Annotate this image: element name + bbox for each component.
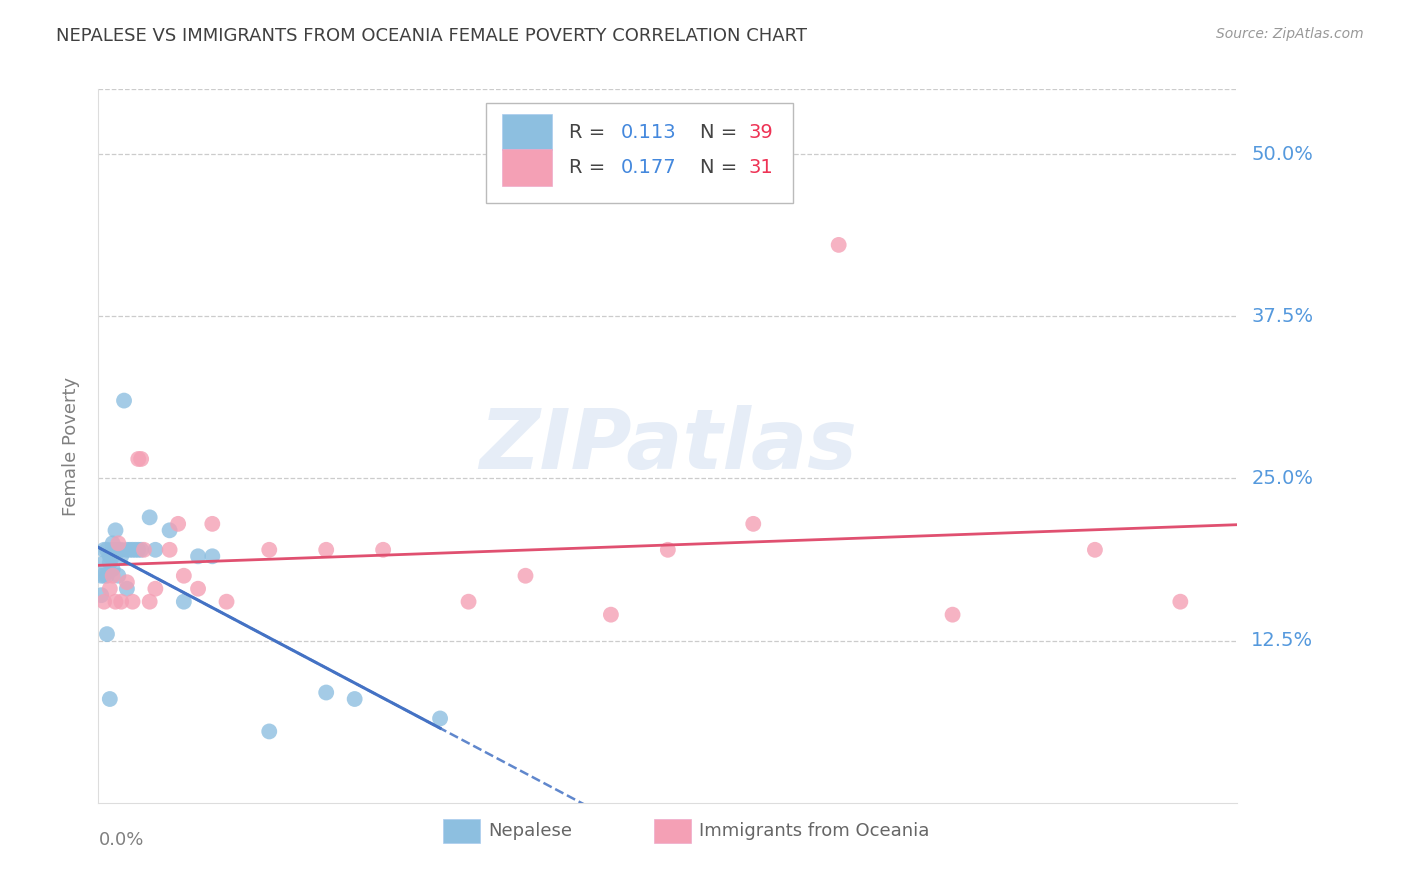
Point <box>104 595 127 609</box>
Point <box>187 582 209 596</box>
Text: 0.177: 0.177 <box>621 158 676 178</box>
Text: 39: 39 <box>749 122 773 142</box>
Point <box>104 524 127 538</box>
Point <box>107 542 129 557</box>
Text: 25.0%: 25.0% <box>1251 469 1313 488</box>
Point <box>96 627 118 641</box>
Text: 12.5%: 12.5% <box>1251 632 1313 650</box>
Point <box>115 575 138 590</box>
Text: 37.5%: 37.5% <box>1251 307 1313 326</box>
Point <box>942 607 965 622</box>
Point <box>159 542 181 557</box>
FancyBboxPatch shape <box>485 103 793 203</box>
Point <box>159 524 181 538</box>
Point <box>259 542 281 557</box>
Text: Source: ZipAtlas.com: Source: ZipAtlas.com <box>1216 27 1364 41</box>
Text: R =: R = <box>569 158 612 178</box>
Point <box>101 562 124 576</box>
Point <box>173 568 195 582</box>
FancyBboxPatch shape <box>654 819 690 844</box>
Point <box>107 536 129 550</box>
Point <box>457 595 479 609</box>
Point <box>343 692 366 706</box>
Point <box>98 556 121 570</box>
FancyBboxPatch shape <box>443 819 479 844</box>
Text: 31: 31 <box>749 158 773 178</box>
Point <box>129 452 152 467</box>
Point <box>110 595 132 609</box>
Point <box>173 595 195 609</box>
Point <box>600 607 623 622</box>
Point <box>138 595 160 609</box>
Point <box>828 238 851 252</box>
Point <box>121 595 143 609</box>
Text: Nepalese: Nepalese <box>488 822 572 840</box>
Text: Immigrants from Oceania: Immigrants from Oceania <box>699 822 929 840</box>
Point <box>127 452 149 467</box>
Point <box>657 542 679 557</box>
Point <box>215 595 238 609</box>
Point <box>90 568 112 582</box>
Point <box>124 542 146 557</box>
Point <box>101 542 124 557</box>
Point <box>145 582 167 596</box>
FancyBboxPatch shape <box>502 114 551 150</box>
Point <box>110 542 132 557</box>
Point <box>515 568 537 582</box>
Point <box>167 516 190 531</box>
Point <box>1084 542 1107 557</box>
Text: NEPALESE VS IMMIGRANTS FROM OCEANIA FEMALE POVERTY CORRELATION CHART: NEPALESE VS IMMIGRANTS FROM OCEANIA FEMA… <box>56 27 807 45</box>
Y-axis label: Female Poverty: Female Poverty <box>62 376 80 516</box>
Point <box>90 588 112 602</box>
Point <box>93 595 115 609</box>
Text: N =: N = <box>700 158 744 178</box>
Point <box>107 568 129 582</box>
Text: 0.113: 0.113 <box>621 122 676 142</box>
Text: ZIPatlas: ZIPatlas <box>479 406 856 486</box>
Point <box>98 582 121 596</box>
Point <box>187 549 209 564</box>
Point <box>96 542 118 557</box>
Text: 0.0%: 0.0% <box>98 831 143 849</box>
Point <box>93 568 115 582</box>
Point <box>315 685 337 699</box>
Point <box>96 568 118 582</box>
Point <box>138 510 160 524</box>
Point <box>110 549 132 564</box>
Point <box>104 542 127 557</box>
Point <box>93 542 115 557</box>
Point <box>115 542 138 557</box>
Point <box>373 542 395 557</box>
Point <box>127 542 149 557</box>
Point <box>118 542 141 557</box>
Point <box>429 711 451 725</box>
Text: 50.0%: 50.0% <box>1251 145 1313 163</box>
Point <box>101 549 124 564</box>
Point <box>315 542 337 557</box>
Text: N =: N = <box>700 122 744 142</box>
Point <box>742 516 765 531</box>
Point <box>101 536 124 550</box>
Point <box>129 542 152 557</box>
Point <box>98 549 121 564</box>
Point <box>259 724 281 739</box>
Point <box>101 568 124 582</box>
Point <box>93 556 115 570</box>
Point <box>112 393 135 408</box>
Point <box>115 582 138 596</box>
Point <box>121 542 143 557</box>
Point <box>132 542 155 557</box>
Point <box>1170 595 1192 609</box>
FancyBboxPatch shape <box>502 150 551 186</box>
Text: R =: R = <box>569 122 612 142</box>
Point <box>145 542 167 557</box>
Point <box>201 516 224 531</box>
Point <box>98 692 121 706</box>
Point <box>201 549 224 564</box>
